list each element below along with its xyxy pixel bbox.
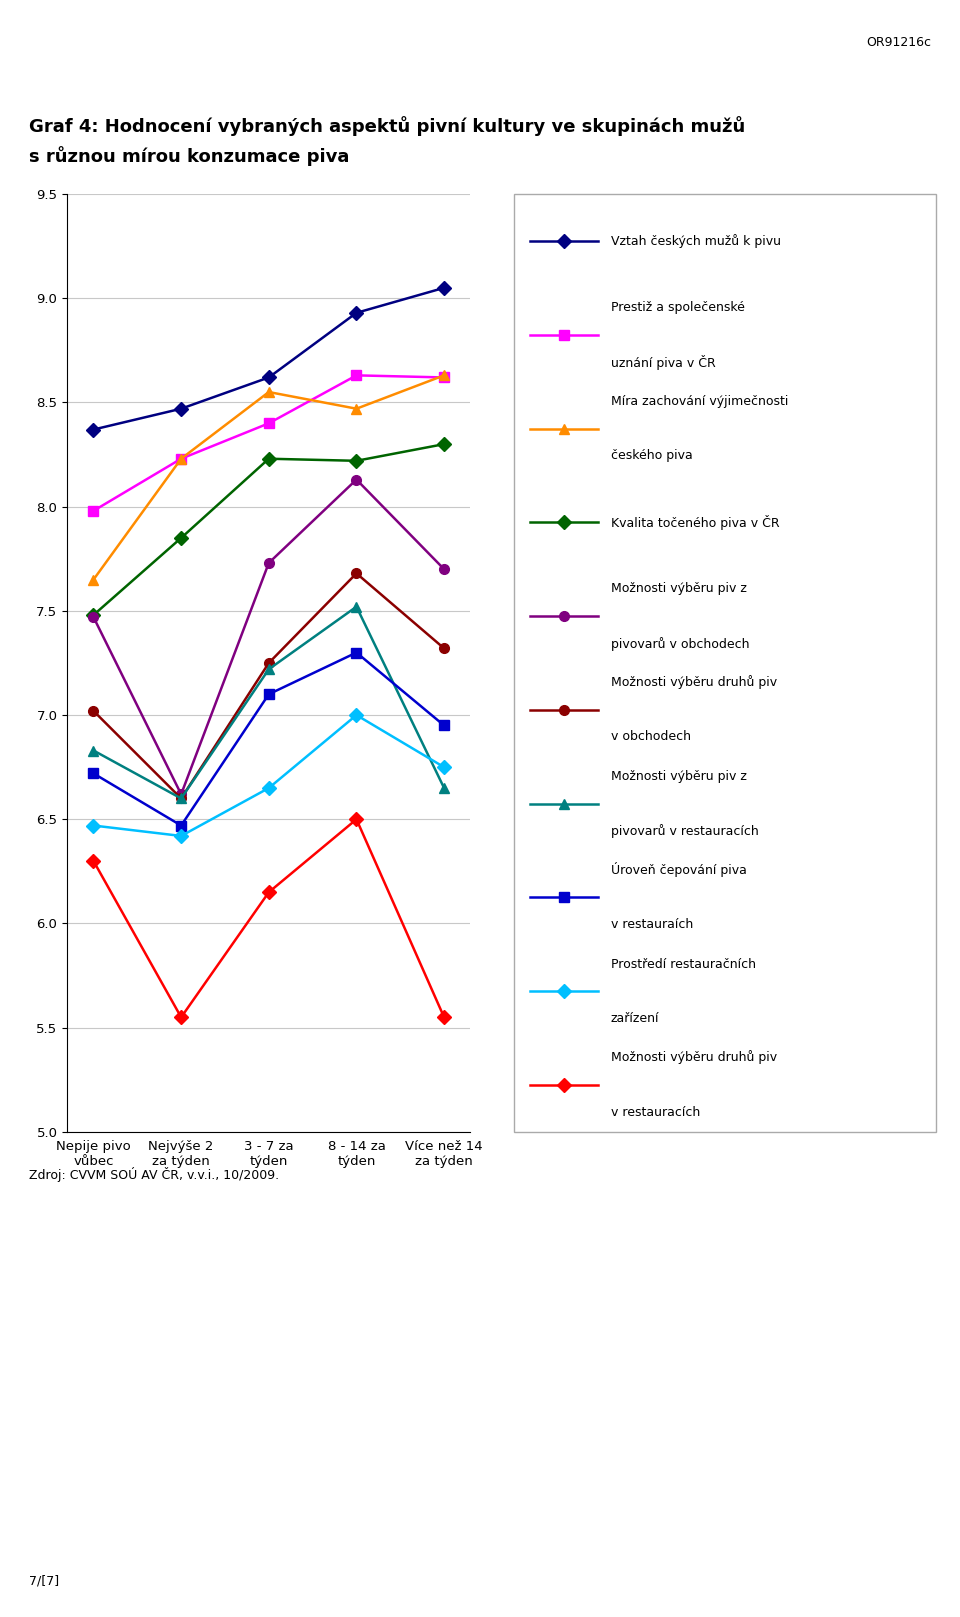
Text: Graf 4: Hodnocení vybraných aspektů pivní kultury ve skupinách mužů: Graf 4: Hodnocení vybraných aspektů pivn… <box>29 116 745 136</box>
Text: zařízení: zařízení <box>611 1012 660 1025</box>
Text: Prestiž a společenské: Prestiž a společenské <box>611 301 745 314</box>
Text: Úroveň čepování piva: Úroveň čepování piva <box>611 862 747 876</box>
Text: s různou mírou konzumace piva: s různou mírou konzumace piva <box>29 146 349 165</box>
Text: OR91216c: OR91216c <box>866 36 931 49</box>
Text: 7/[7]: 7/[7] <box>29 1575 59 1588</box>
Text: v restauraích: v restauraích <box>611 918 693 931</box>
Text: Zdroj: CVVM SOÚ AV ČR, v.v.i., 10/2009.: Zdroj: CVVM SOÚ AV ČR, v.v.i., 10/2009. <box>29 1167 279 1182</box>
Text: pivovarů v obchodech: pivovarů v obchodech <box>611 637 749 650</box>
Text: českého piva: českého piva <box>611 450 692 462</box>
Text: Možnosti výběru druhů piv: Možnosti výběru druhů piv <box>611 676 777 689</box>
Text: Možnosti výběru druhů piv: Možnosti výběru druhů piv <box>611 1051 777 1064</box>
Text: uznání piva v ČR: uznání piva v ČR <box>611 356 715 370</box>
Text: Míra zachování výjimečnosti: Míra zachování výjimečnosti <box>611 395 788 407</box>
Text: Možnosti výběru piv z: Možnosti výběru piv z <box>611 770 747 783</box>
Text: pivovarů v restauracích: pivovarů v restauracích <box>611 825 758 838</box>
Text: Prostředí restauračních: Prostředí restauračních <box>611 957 756 970</box>
Text: Vztah českých mužů k pivu: Vztah českých mužů k pivu <box>611 234 780 247</box>
Text: Kvalita točeného piva v ČR: Kvalita točeného piva v ČR <box>611 514 780 530</box>
Text: v restauracích: v restauracích <box>611 1106 700 1119</box>
Text: v obchodech: v obchodech <box>611 731 691 744</box>
Text: Možnosti výběru piv z: Možnosti výběru piv z <box>611 582 747 595</box>
